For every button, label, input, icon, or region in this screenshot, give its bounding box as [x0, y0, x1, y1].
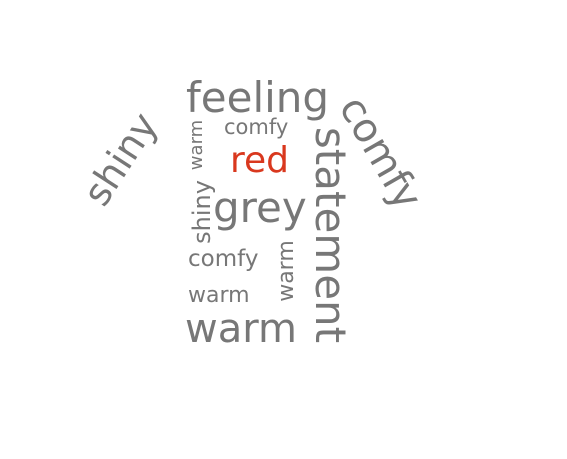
word-comfy-mid: comfy [188, 246, 259, 272]
word-grey: grey [213, 183, 307, 232]
word-feeling: feeling [186, 73, 330, 122]
word-warm-horizontal: warm [188, 283, 250, 308]
word-warm-big: warm [185, 306, 297, 352]
word-statement: statement [306, 126, 356, 344]
word-warm-vertical-2: warm [273, 240, 299, 302]
word-comfy-small: comfy [224, 115, 289, 139]
word-shiny-big: shiny [74, 104, 167, 214]
word-shiny-vertical: shiny [187, 180, 216, 244]
word-warm-vertical-1: warm [186, 119, 208, 171]
word-red: red [230, 140, 290, 181]
